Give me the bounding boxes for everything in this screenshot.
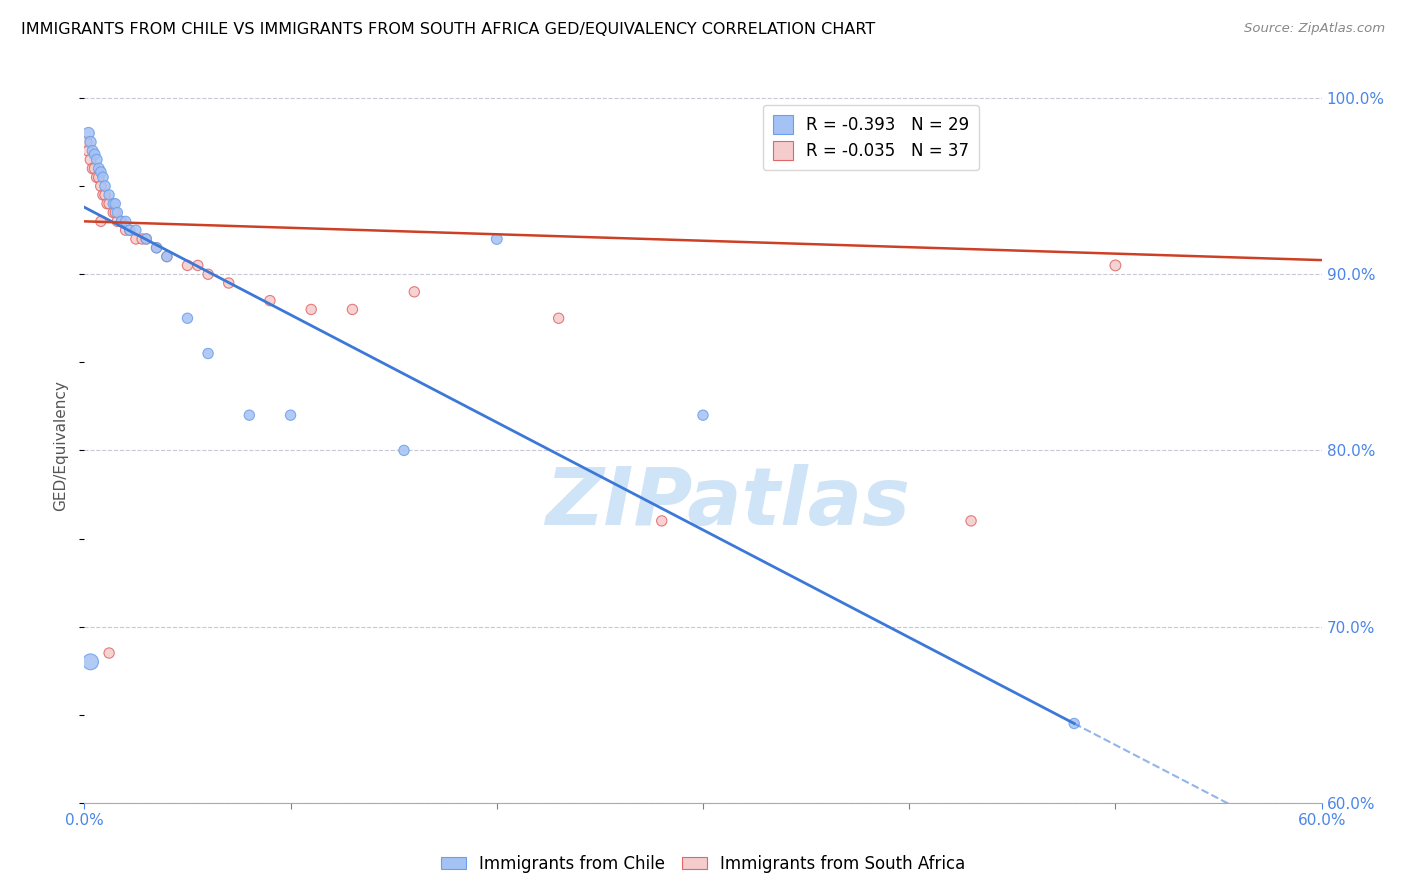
Point	[404, 285, 426, 299]
Point	[98, 196, 121, 211]
Point	[197, 267, 219, 281]
Point	[94, 179, 117, 194]
Point	[485, 232, 508, 246]
Point	[135, 232, 157, 246]
Point	[299, 302, 322, 317]
Point	[156, 250, 179, 264]
Point	[77, 126, 100, 140]
Point	[82, 144, 104, 158]
Point	[86, 170, 108, 185]
Point	[145, 241, 167, 255]
Point	[197, 346, 219, 360]
Point	[104, 196, 127, 211]
Point	[94, 188, 117, 202]
Point	[118, 223, 141, 237]
Point	[79, 135, 101, 149]
Point	[103, 196, 125, 211]
Point	[118, 223, 141, 237]
Point	[87, 170, 110, 185]
Point	[110, 214, 132, 228]
Text: ZIPatlas: ZIPatlas	[546, 464, 910, 542]
Point	[98, 188, 121, 202]
Point	[98, 646, 121, 660]
Point	[91, 170, 114, 185]
Point	[960, 514, 983, 528]
Point	[75, 135, 97, 149]
Point	[547, 311, 569, 326]
Point	[114, 214, 136, 228]
Point	[392, 443, 415, 458]
Point	[131, 232, 153, 246]
Point	[125, 232, 148, 246]
Point	[91, 188, 114, 202]
Legend: R = -0.393   N = 29, R = -0.035   N = 37: R = -0.393 N = 29, R = -0.035 N = 37	[763, 104, 979, 169]
Point	[83, 161, 105, 176]
Point	[692, 408, 714, 422]
Point	[280, 408, 302, 422]
Point	[87, 161, 110, 176]
Legend: Immigrants from Chile, Immigrants from South Africa: Immigrants from Chile, Immigrants from S…	[434, 848, 972, 880]
Point	[105, 214, 128, 228]
Point	[135, 232, 157, 246]
Point	[1063, 716, 1085, 731]
Point	[651, 514, 673, 528]
Point	[238, 408, 260, 422]
Point	[90, 179, 112, 194]
Point	[103, 205, 125, 219]
Point	[342, 302, 364, 317]
Point	[96, 196, 118, 211]
Point	[176, 259, 198, 273]
Point	[110, 214, 132, 228]
Point	[86, 153, 108, 167]
Point	[105, 205, 128, 219]
Point	[114, 223, 136, 237]
Point	[82, 161, 104, 176]
Point	[104, 205, 127, 219]
Point	[79, 153, 101, 167]
Point	[259, 293, 281, 308]
Y-axis label: GED/Equivalency: GED/Equivalency	[53, 381, 69, 511]
Point	[79, 655, 101, 669]
Point	[125, 223, 148, 237]
Point	[187, 259, 209, 273]
Point	[156, 250, 179, 264]
Text: Source: ZipAtlas.com: Source: ZipAtlas.com	[1244, 22, 1385, 36]
Point	[83, 147, 105, 161]
Point	[145, 241, 167, 255]
Point	[1104, 259, 1126, 273]
Point	[77, 144, 100, 158]
Text: IMMIGRANTS FROM CHILE VS IMMIGRANTS FROM SOUTH AFRICA GED/EQUIVALENCY CORRELATIO: IMMIGRANTS FROM CHILE VS IMMIGRANTS FROM…	[21, 22, 876, 37]
Point	[90, 214, 112, 228]
Point	[176, 311, 198, 326]
Point	[90, 165, 112, 179]
Point	[218, 276, 240, 290]
